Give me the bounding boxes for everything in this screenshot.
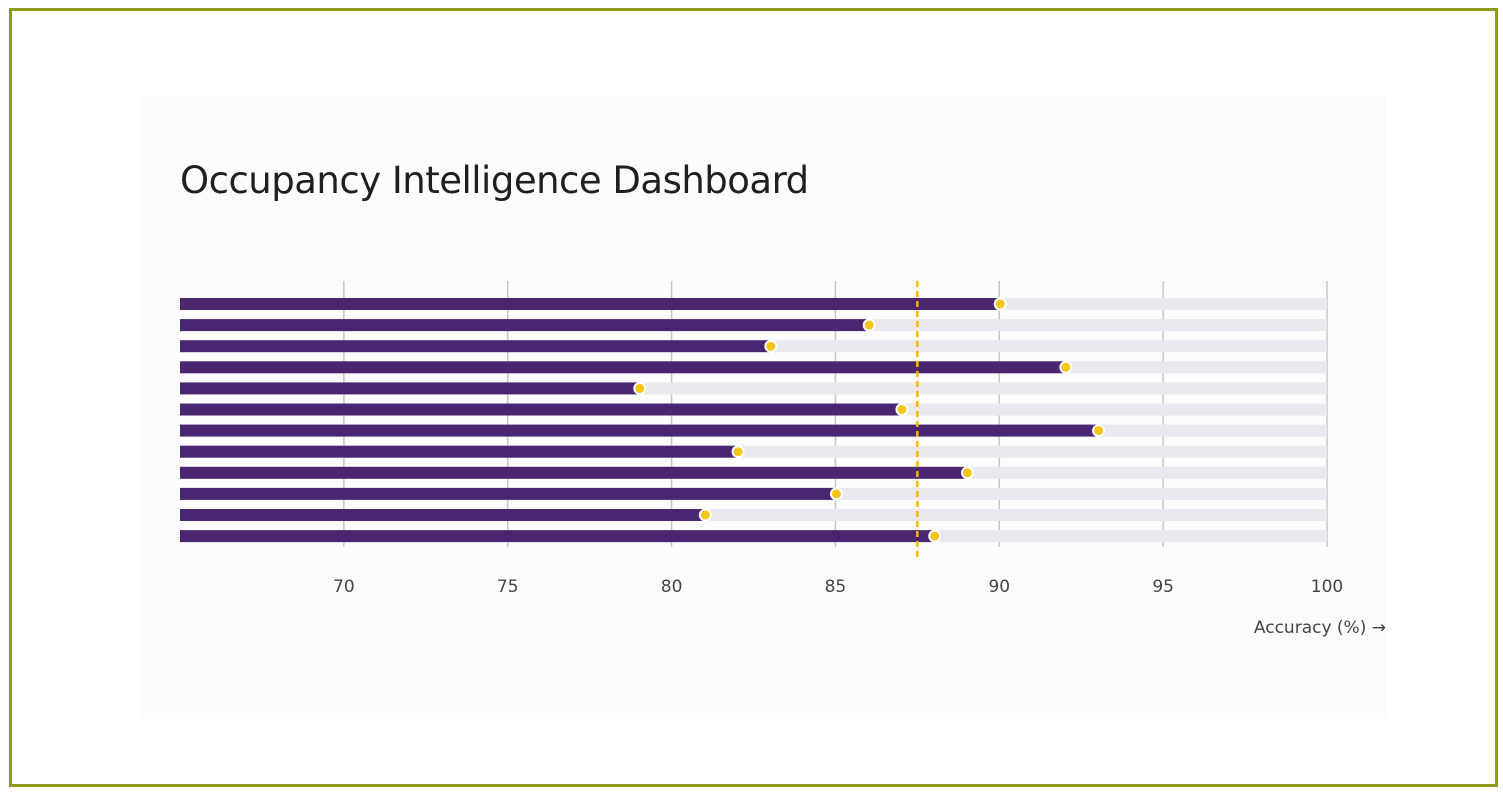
bar (180, 424, 1098, 437)
x-tick-label: 70 (333, 577, 355, 597)
bar (180, 298, 1000, 310)
bar (180, 382, 639, 395)
value-marker (764, 339, 778, 353)
value-marker (928, 529, 942, 543)
page-title: Occupancy Intelligence Dashboard (180, 159, 809, 202)
value-marker (698, 508, 712, 522)
bars (180, 297, 1327, 543)
x-tick-label: 80 (661, 577, 683, 597)
value-marker (1092, 424, 1106, 438)
x-tick-label: 100 (1311, 577, 1343, 597)
bar (180, 530, 934, 543)
bar (180, 466, 967, 479)
outer-frame: Occupancy Intelligence Dashboard 70 75 80 8… (9, 8, 1498, 787)
dashboard-card: Occupancy Intelligence Dashboard 70 75 80 8… (140, 95, 1386, 719)
value-marker (633, 381, 647, 395)
value-marker (961, 466, 975, 480)
value-marker (895, 403, 909, 416)
bar (180, 319, 869, 332)
value-marker (862, 318, 876, 332)
x-axis-title: Accuracy (%) → (1254, 618, 1386, 638)
x-tick-label: 90 (988, 577, 1010, 597)
accuracy-bar-chart: 70 75 80 85 90 95 100 Accuracy (%) → (180, 281, 1386, 638)
bar (180, 445, 738, 458)
bar (180, 340, 770, 353)
x-tick-label: 85 (825, 577, 847, 597)
bar (180, 361, 1065, 374)
x-tick-label: 95 (1152, 577, 1174, 597)
x-tick-label: 75 (497, 577, 519, 597)
value-marker (731, 445, 745, 459)
bar (180, 509, 705, 521)
bar (180, 403, 901, 416)
value-marker (993, 297, 1007, 311)
value-marker (1059, 360, 1073, 374)
value-marker (829, 487, 843, 501)
x-axis-ticks: 70 75 80 85 90 95 100 (333, 577, 1343, 597)
bar (180, 487, 836, 500)
